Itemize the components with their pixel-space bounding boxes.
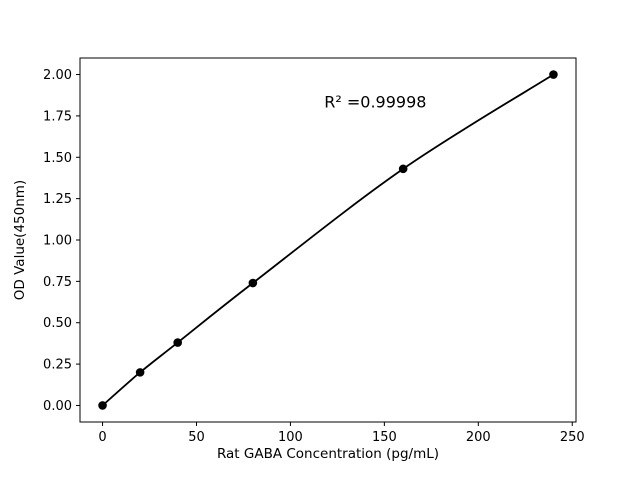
y-tick-label: 1.00 <box>43 234 72 249</box>
y-axis-label: OD Value(450nm) <box>12 180 28 300</box>
y-tick-label: 1.75 <box>43 109 72 124</box>
y-ticks: 0.00 0.25 0.50 0.75 1.00 1.25 1.50 1.75 2.00 <box>43 68 80 414</box>
y-tick-label: 0.00 <box>43 399 72 414</box>
data-point <box>248 278 258 288</box>
x-tick-label: 200 <box>466 430 491 445</box>
fit-line <box>101 73 554 407</box>
data-point <box>549 70 558 79</box>
y-tick-label: 2.00 <box>43 68 72 83</box>
x-tick-label: 150 <box>372 430 397 445</box>
x-tick-label: 250 <box>560 430 585 445</box>
data-point <box>398 164 408 174</box>
data-point <box>135 368 145 377</box>
data-points <box>98 70 558 410</box>
data-point <box>173 338 182 347</box>
data-point <box>98 401 107 410</box>
y-tick-label: 0.75 <box>43 275 72 290</box>
y-tick-label: 1.50 <box>43 151 72 166</box>
y-tick-label: 1.25 <box>43 192 72 207</box>
x-tick-label: 100 <box>278 430 303 445</box>
x-tick-label: 50 <box>188 430 205 445</box>
x-ticks: 0 50 100 150 200 250 <box>98 422 585 445</box>
x-tick-label: 0 <box>98 430 106 445</box>
y-tick-label: 0.50 <box>43 316 72 331</box>
y-tick-label: 0.25 <box>43 358 72 373</box>
x-axis-label: Rat GABA Concentration (pg/mL) <box>217 446 439 462</box>
plot-border <box>79 57 577 423</box>
r-squared-annotation: R² =0.99998 <box>324 93 426 112</box>
